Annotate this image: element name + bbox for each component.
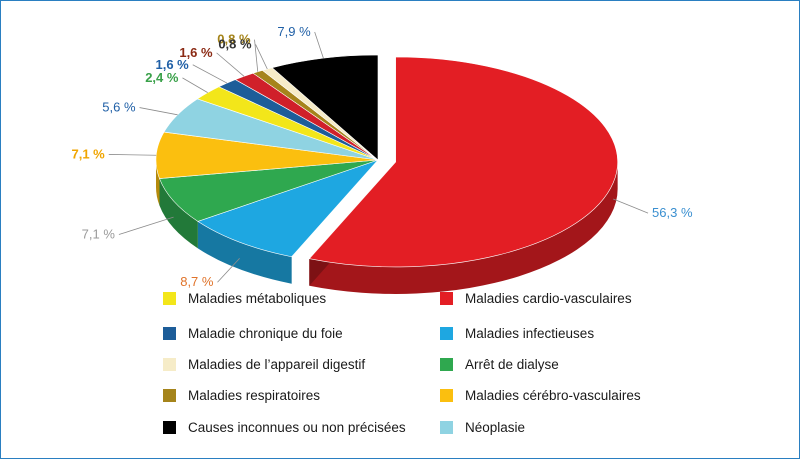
leader-line — [108, 154, 157, 156]
legend-label: Maladies respiratoires — [188, 388, 321, 403]
pie-value-label: 8,7 % — [180, 274, 214, 289]
legend-label: Maladies de l’appareil digestif — [188, 357, 366, 372]
legend-swatch — [440, 421, 453, 434]
pie-slice-side — [309, 161, 618, 294]
pie-value-label: 56,3 % — [652, 205, 693, 220]
pie-value-label: 1,6 % — [179, 45, 213, 60]
legend-item: Maladies cardio-vasculaires — [440, 291, 632, 306]
pie-slice-side — [156, 160, 160, 206]
legend-item: Maladies cérébro-vasculaires — [440, 388, 641, 403]
legend-swatch — [440, 327, 453, 340]
legend-label: Maladies cardio-vasculaires — [465, 291, 632, 306]
pie-slice-side — [197, 221, 292, 284]
legend-label: Maladies métaboliques — [188, 291, 327, 306]
legend-label: Arrêt de dialyse — [465, 357, 559, 372]
legend-label: Maladies infectieuses — [465, 326, 595, 341]
legend-swatch — [440, 292, 453, 305]
legend-label: Causes inconnues ou non précisées — [188, 420, 406, 435]
leader-line — [613, 198, 649, 214]
pie-value-labels: 56,3 % 8,7 % 7,1 % 7,1 % 5,6 % 2,4 %1,6 %1,6 … — [71, 24, 692, 289]
pie-value-label: 1,6 % — [156, 57, 190, 72]
pie-leader-lines — [108, 31, 649, 283]
legend-swatch — [440, 358, 453, 371]
leader-line — [192, 64, 228, 84]
legend-item: Néoplasie — [440, 420, 525, 435]
legend-swatch — [163, 292, 176, 305]
leader-line — [216, 52, 245, 77]
pie-value-label: 5,6 % — [102, 100, 136, 115]
legend-swatch — [163, 389, 176, 402]
leader-line — [314, 31, 324, 59]
legend-label: Maladie chronique du foie — [188, 326, 343, 341]
legend-item: Maladies métaboliques — [163, 291, 326, 306]
legend-item: Arrêt de dialyse — [440, 357, 559, 372]
pie-value-label: 2,4 % — [145, 70, 179, 85]
legend-item: Maladies de l’appareil digestif — [163, 357, 365, 372]
legend-item: Maladies infectieuses — [440, 326, 594, 341]
legend-label: Néoplasie — [465, 420, 526, 435]
pie-value-label: 7,1 % — [82, 227, 116, 242]
leader-line — [255, 44, 268, 70]
pie-value-label: 0,8 % — [217, 32, 251, 47]
legend-item: Maladie chronique du foie — [163, 326, 343, 341]
legend-swatch — [163, 421, 176, 434]
pie-slice — [197, 159, 379, 258]
legend-label: Maladies cérébro-vasculaires — [465, 388, 641, 403]
leader-line — [139, 107, 178, 116]
legend-swatch — [163, 358, 176, 371]
pie-value-label: 7,9 % — [277, 24, 311, 39]
legend-item: Maladies respiratoires — [163, 388, 320, 403]
legend-swatch — [163, 327, 176, 340]
pie-value-label: 0,8 % — [218, 36, 252, 51]
legend-swatch — [440, 389, 453, 402]
legend-item: Causes inconnues ou non précisées — [163, 420, 406, 435]
pie-value-label: 7,1 % — [71, 146, 105, 161]
pie-slice — [271, 54, 379, 161]
leader-line — [217, 258, 240, 283]
leader-line — [118, 216, 174, 235]
pie-slice — [308, 56, 618, 268]
pie-tops — [155, 54, 618, 268]
leader-line — [182, 77, 208, 93]
leader-line — [254, 39, 259, 72]
